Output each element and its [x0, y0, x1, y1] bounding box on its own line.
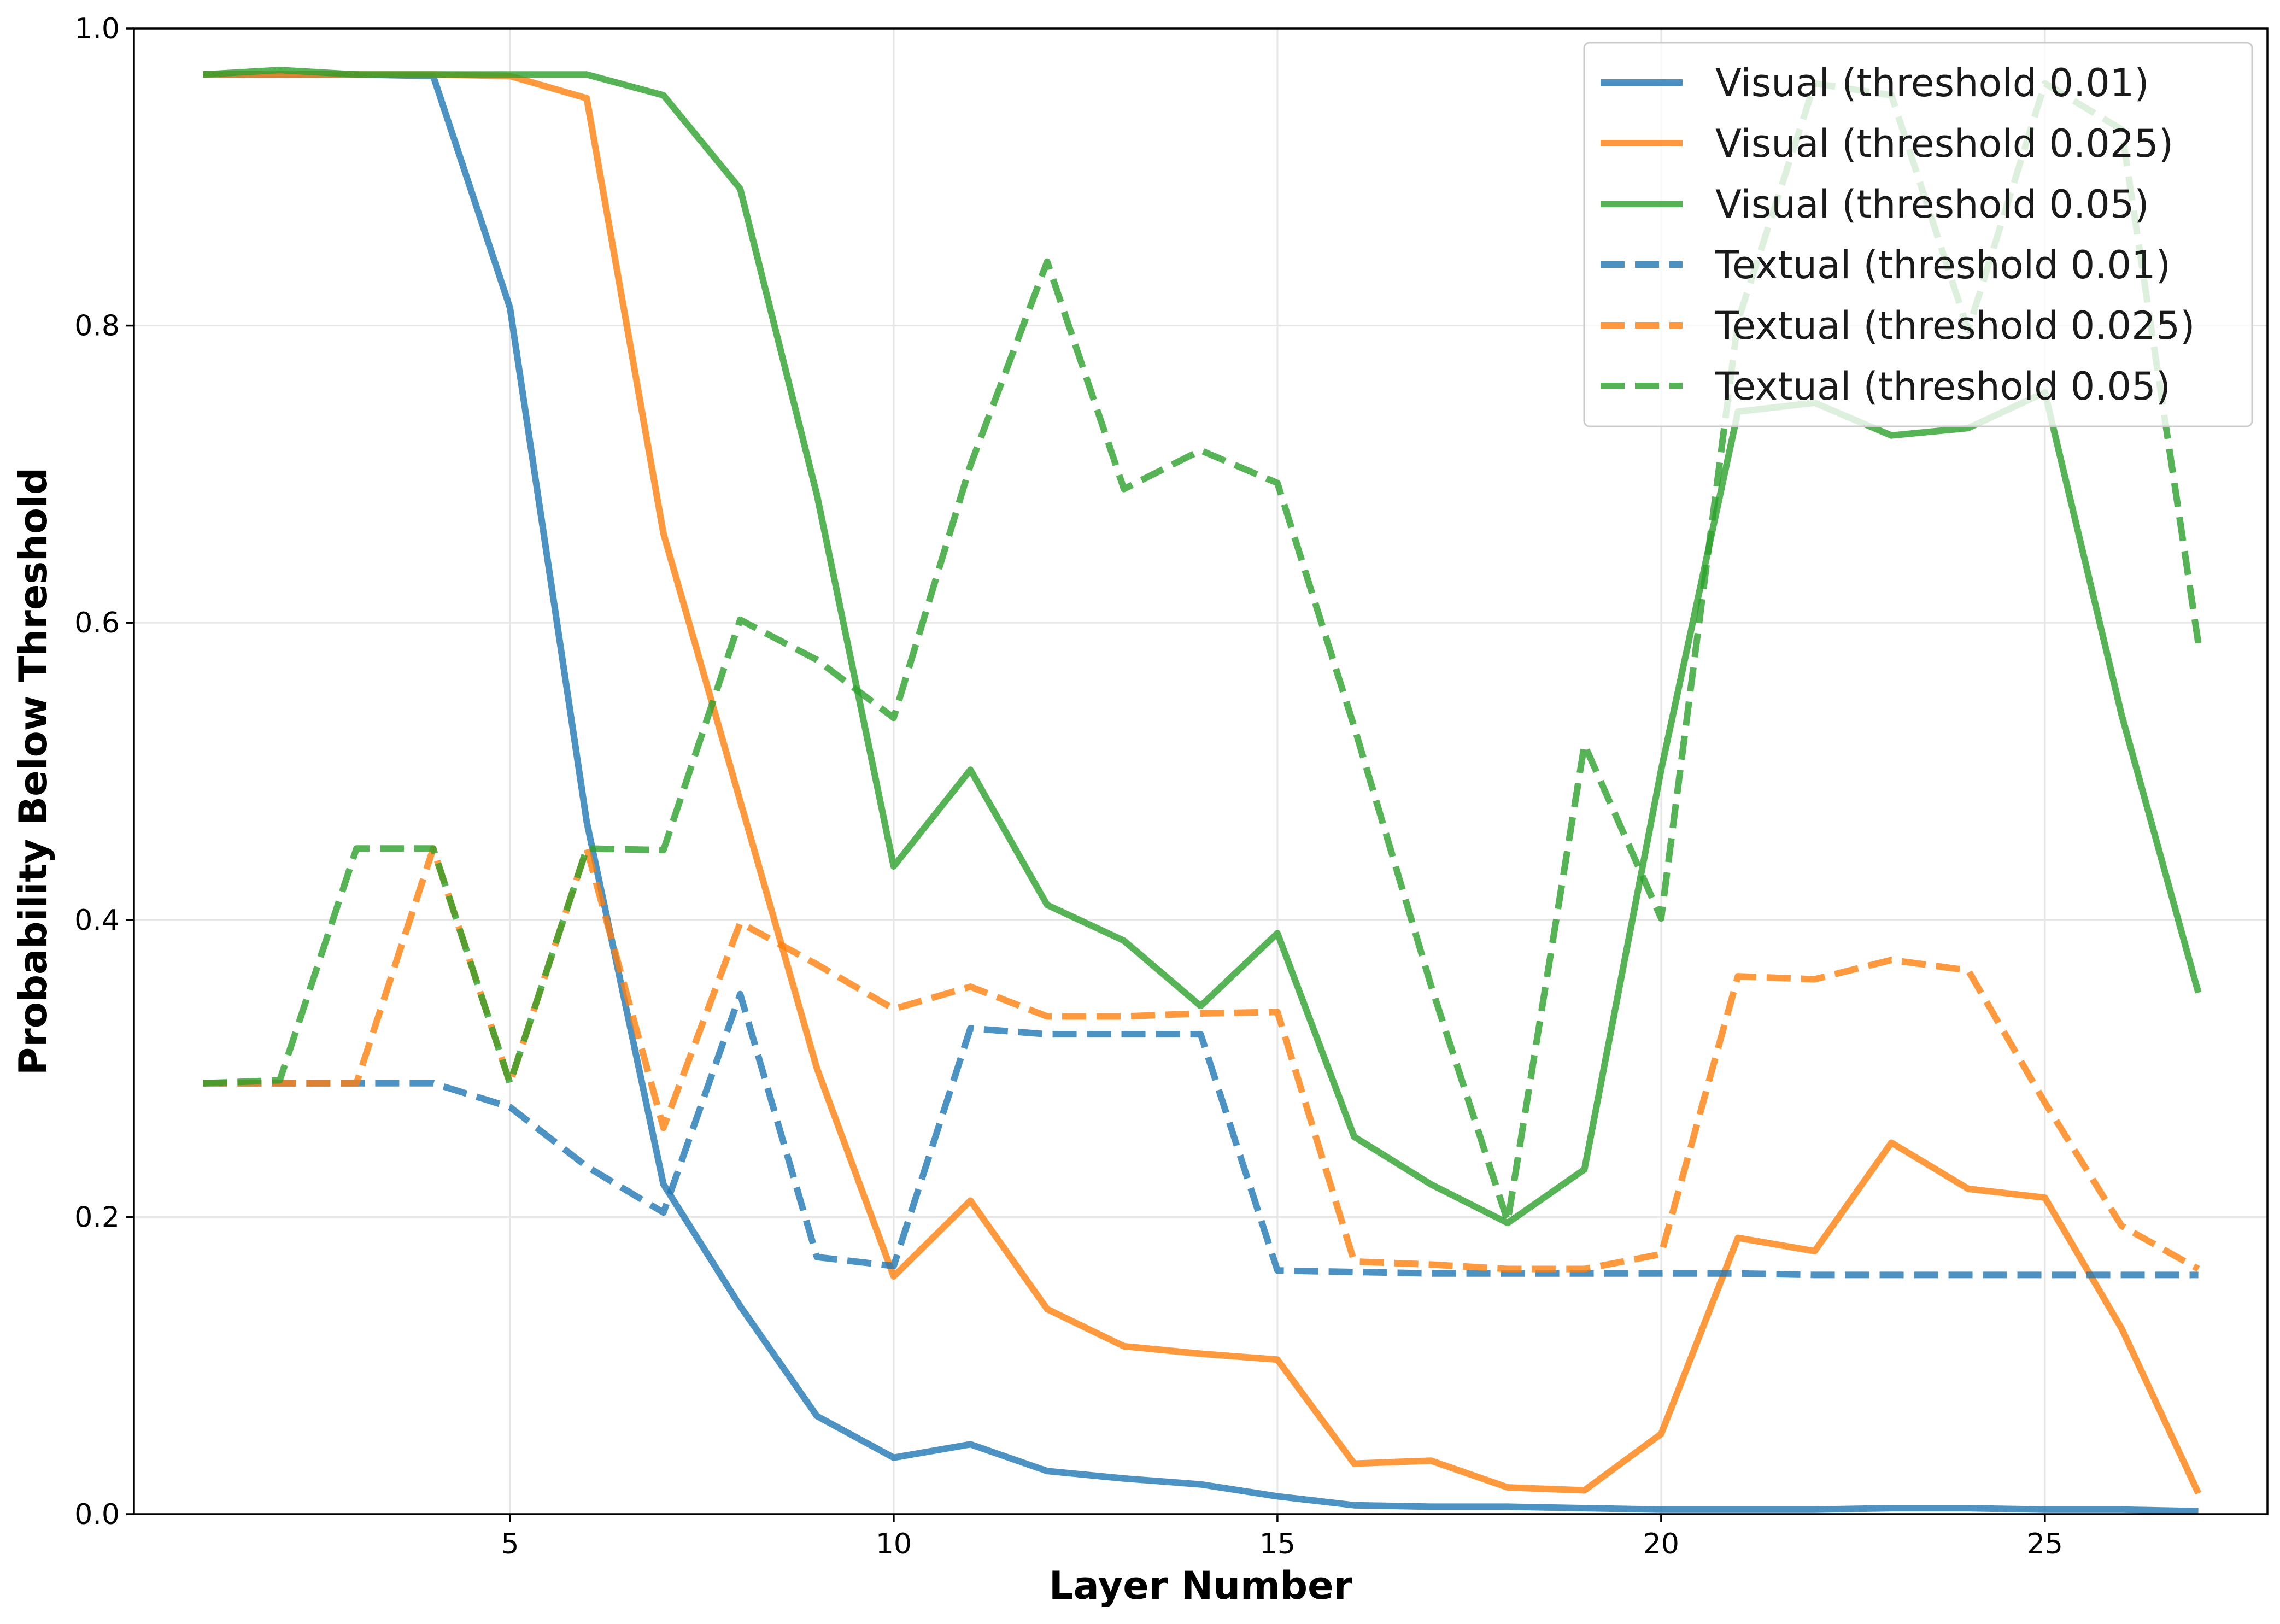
y-tick-label: 0.6	[74, 607, 120, 640]
y-tick-label: 1.0	[74, 13, 120, 45]
y-tick-label: 0.8	[74, 310, 120, 343]
legend-entry: Textual (threshold 0.05)	[1715, 364, 2171, 409]
x-tick-label: 20	[1643, 1528, 1679, 1561]
legend-entry: Visual (threshold 0.025)	[1715, 121, 2173, 166]
axes-layer	[133, 27, 2269, 1515]
x-tick-label: 5	[501, 1528, 519, 1561]
x-tick-label: 25	[2027, 1528, 2063, 1561]
legend: Visual (threshold 0.01) Visual (threshold…	[1583, 42, 2253, 427]
x-axis-label: Layer Number	[1049, 1563, 1353, 1608]
legend-box	[1583, 42, 2253, 427]
series-line-4	[203, 990, 2199, 1279]
y-tick-label: 0.4	[74, 904, 120, 937]
ticks-layer: 5 10 15 20 25 0.0 0.2 0.4 0.6 0.8 1.0	[74, 13, 2063, 1561]
legend-entry: Textual (threshold 0.01)	[1715, 243, 2171, 288]
series-line-2	[203, 71, 2202, 1495]
legend-entry: Visual (threshold 0.05)	[1715, 182, 2149, 227]
y-tick-label: 0.2	[74, 1201, 120, 1234]
legend-entry: Textual (threshold 0.025)	[1715, 303, 2195, 348]
series-line-1	[203, 71, 2199, 1515]
y-tick-label: 0.0	[74, 1498, 120, 1531]
x-tick-label: 10	[876, 1528, 912, 1561]
y-axis-label: Probability Below Threshold	[11, 467, 56, 1075]
legend-entry: Visual (threshold 0.01)	[1715, 61, 2149, 105]
plot-frame	[133, 27, 2269, 1515]
x-tick-label: 15	[1259, 1528, 1296, 1561]
